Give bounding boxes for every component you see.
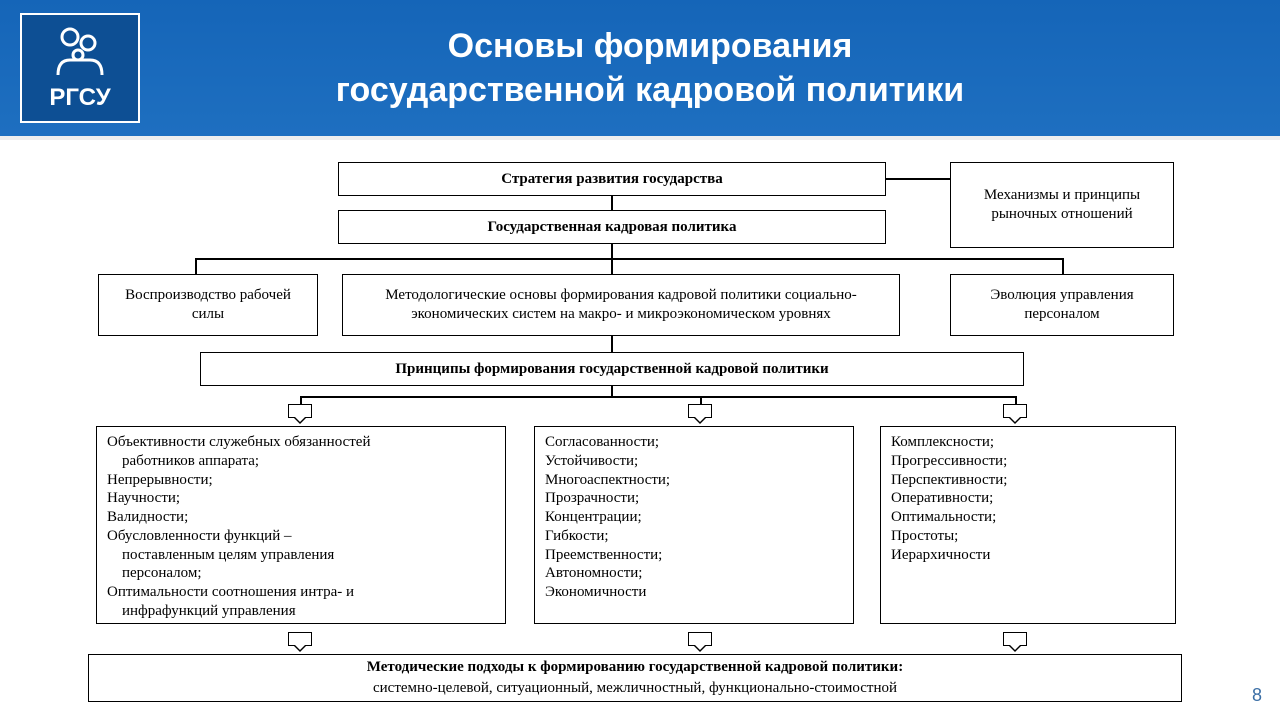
box-principles-col2: Согласованности; Устойчивости; Многоаспе…: [534, 426, 854, 624]
box-principles: Принципы формирования государственной ка…: [200, 352, 1024, 386]
box-principles-col3: Комплексности; Прогрессивности; Перспект…: [880, 426, 1176, 624]
slide-title: Основы формирования государственной кадр…: [140, 24, 1260, 112]
box-evolution: Эволюция управления персоналом: [950, 274, 1174, 336]
arrow-icon: [288, 404, 312, 418]
box-final: Методические подходы к формированию госу…: [88, 654, 1182, 702]
box-methodology: Методологические основы формирования кад…: [342, 274, 900, 336]
slide-header: РГСУ Основы формирования государственной…: [0, 0, 1280, 140]
final-title: Методические подходы к формированию госу…: [99, 658, 1171, 677]
arrow-icon: [688, 404, 712, 418]
page-number: 8: [1252, 685, 1262, 706]
arrow-icon: [288, 632, 312, 646]
box-reproduction: Воспроизводство рабочей силы: [98, 274, 318, 336]
arrow-icon: [1003, 632, 1027, 646]
final-subtitle: системно-целевой, ситуационный, межлично…: [99, 679, 1171, 698]
flowchart: Стратегия развития государства Механизмы…: [0, 140, 1280, 716]
logo-text: РГСУ: [49, 84, 110, 112]
people-icon: [50, 25, 110, 80]
arrow-icon: [688, 632, 712, 646]
box-mechanisms: Механизмы и принципы рыночных отношений: [950, 162, 1174, 248]
box-strategy: Стратегия развития государства: [338, 162, 886, 196]
box-policy: Государственная кадровая политика: [338, 210, 886, 244]
box-principles-col1: Объективности служебных обязанностей раб…: [96, 426, 506, 624]
logo: РГСУ: [20, 13, 140, 123]
arrow-icon: [1003, 404, 1027, 418]
